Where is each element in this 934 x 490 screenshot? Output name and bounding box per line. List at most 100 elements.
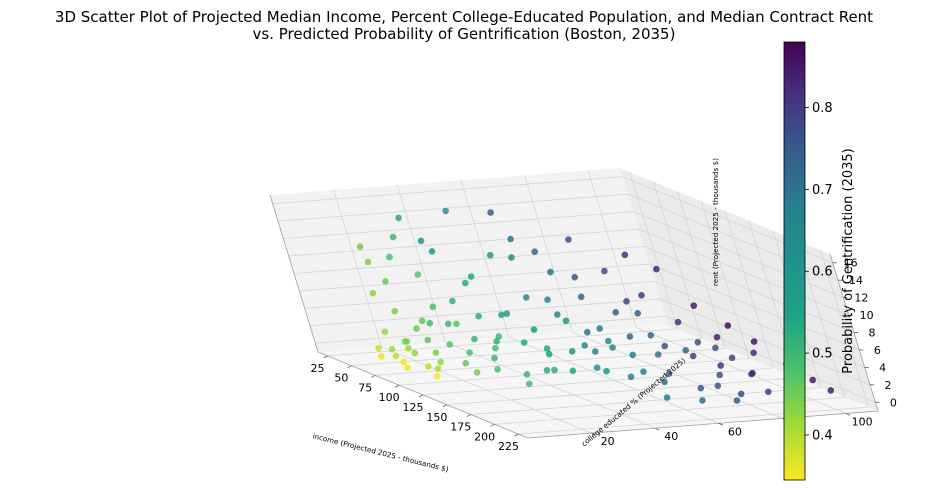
3d-axes: 2550751001251501752002252040608010002468… [269,168,897,453]
scatter-point [389,233,397,241]
scatter-point [523,294,530,301]
scatter-point [603,367,610,375]
colorbar [783,41,806,481]
x-tick-label: 150 [426,411,447,424]
z-tick-label: 14 [849,274,863,287]
scatter-point [663,394,671,401]
scatter-point [547,268,554,276]
scatter-point [520,339,528,346]
scatter-point [712,344,719,352]
scatter-point [568,348,576,355]
y-gridline [333,189,592,434]
scatter-point [621,251,629,259]
scatter-point [404,364,411,372]
scatter-point [381,328,389,336]
x-tick [514,433,519,437]
scatter-point [526,380,533,388]
z-tick-label: 10 [860,309,874,322]
x-tick-label: 225 [498,440,519,453]
scatter-point [716,371,723,379]
scatter-point [605,337,612,345]
x-tick-label: 125 [403,401,424,414]
scatter-point [612,309,619,316]
z-tick-label: 0 [890,396,897,409]
x-tick-label: 75 [358,381,372,394]
scatter-point [444,320,452,328]
scatter-point [375,345,382,352]
x-tick-label: 25 [311,362,325,375]
y-tick [591,432,596,436]
scatter-points [356,207,835,404]
scatter-point [750,338,758,345]
scatter-point [724,322,732,329]
scatter-point [638,292,645,299]
scatter-point [425,363,432,370]
scatter-point [765,388,772,396]
x-tick [394,384,400,388]
x-gridline [375,191,726,376]
x-gridline [494,240,846,425]
scatter-point [462,359,470,367]
y-tick [846,413,851,416]
x-axis-label: income (Projected 2025 - thousands $) [312,431,450,474]
z-tick-label: 2 [885,379,892,392]
y-tick [718,422,724,426]
scatter-point [623,298,630,305]
scatter-point [446,341,454,348]
scatter-point [601,267,608,275]
scatter-point [508,254,515,261]
scatter-point [428,248,436,255]
scatter-point [418,317,426,325]
x-tick [418,394,424,398]
x-tick [371,375,376,378]
scatter-point [733,397,741,404]
chart-title-line-1: 3D Scatter Plot of Projected Median Inco… [55,8,873,26]
scatter-point [386,253,393,261]
z-gridline [288,228,849,316]
scatter-point [523,371,531,378]
front-edges [269,194,529,439]
scatter-point [565,236,572,243]
scatter-point [471,335,478,343]
colorbar-tick-label: 0.8 [812,101,833,116]
scatter-point [417,237,425,245]
scatter-point [487,209,494,216]
z-gridline [283,211,844,298]
scatter-point [414,271,422,278]
scatter-point [661,378,668,386]
scatter-point [453,320,460,328]
scatter-point [503,310,511,318]
y-gridline [396,185,656,429]
colorbar-ticks: 0.4 0.5 0.6 0.7 0.8 [805,101,833,443]
scatter-point [728,354,736,362]
y-gridline [587,170,847,414]
scatter-point [442,207,449,215]
scatter-point [569,367,577,375]
scatter-point [689,352,697,360]
scatter-point [369,289,377,297]
scatter-point [571,273,578,281]
chart-title-line-2: vs. Predicted Probability of Gentrificat… [253,25,676,43]
scatter-point [493,338,500,345]
scatter-point [531,248,538,255]
x-tick [442,404,448,408]
scatter-point [405,345,412,352]
scatter-point [647,332,655,339]
scatter-point [403,338,411,345]
scatter-point [400,358,407,366]
scatter-point [827,387,835,394]
scatter-point [382,278,389,285]
scatter-point [737,390,745,398]
z-gridline [277,193,839,281]
z-gridline [272,176,833,264]
z-tick-label: 8 [869,327,876,340]
scatter-point [562,317,570,325]
scatter-point [593,364,601,372]
x-tick [347,365,352,369]
z-tick-label: 12 [854,292,868,305]
scatter-point [467,273,475,280]
scatter-point [694,339,702,346]
x-tick-label: 175 [450,421,471,434]
scatter-point [466,349,473,356]
